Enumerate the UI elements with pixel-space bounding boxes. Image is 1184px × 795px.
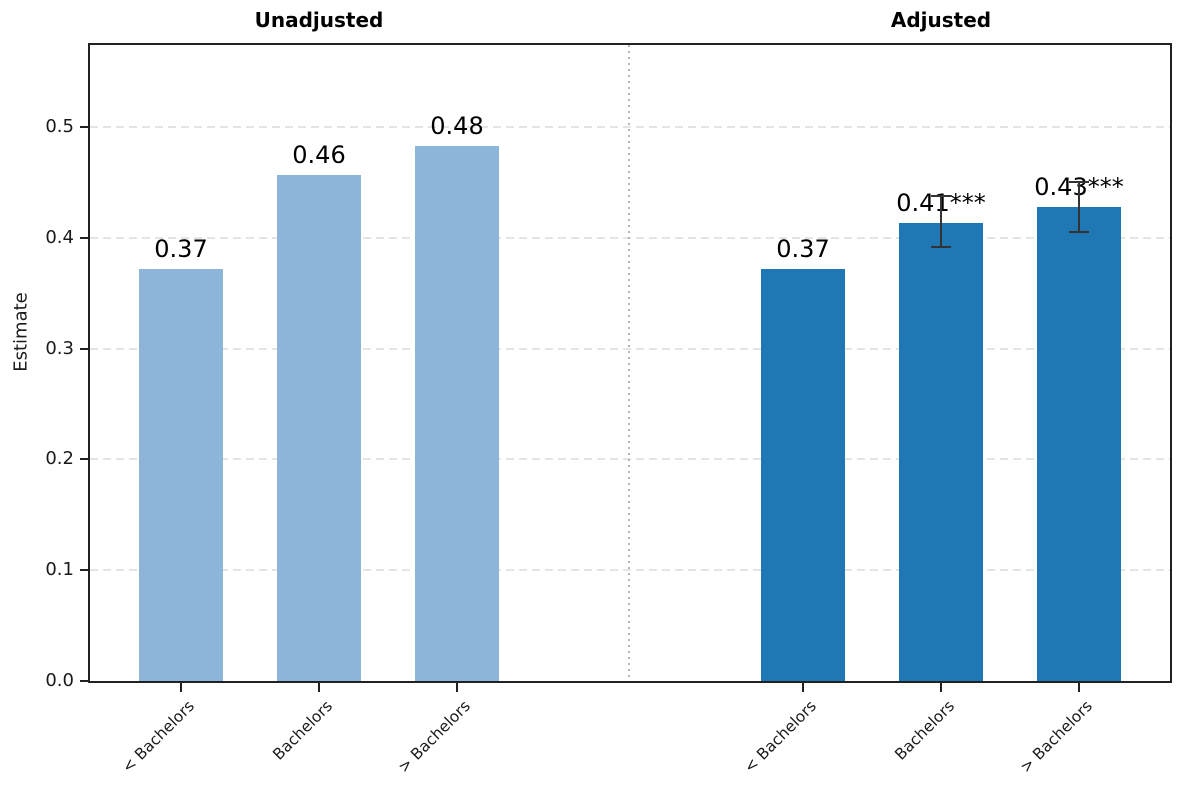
bar-value-label: 0.37 [154,234,208,263]
axes-frame [88,43,1172,683]
x-tick-label: > Bachelors [394,697,474,777]
gridline [90,125,1170,128]
x-tick-mark [802,683,804,692]
bar [761,268,845,681]
y-tick-mark [80,680,90,682]
x-tick-mark [940,683,942,692]
y-tick-mark [80,236,90,239]
x-tick-mark [180,683,182,692]
bar [277,174,361,681]
y-tick-label: 0.1 [45,559,74,581]
bar [139,268,223,681]
bar [1037,206,1121,681]
error-bar-cap-bottom [1069,231,1089,234]
bar-value-label: 0.48 [430,111,484,140]
x-tick-mark [456,683,458,692]
y-tick-mark [80,347,90,350]
x-tick-label: < Bachelors [740,697,820,777]
x-tick-label: > Bachelors [1016,697,1096,777]
y-axis-label: Estimate [10,292,32,372]
x-tick-mark [318,683,320,692]
bar-value-label: 0.46 [292,140,346,169]
y-tick-label: 0.0 [45,670,74,691]
error-bar [940,195,942,247]
panel-title: Unadjusted [254,8,384,32]
gridline [90,458,1170,461]
gridline [90,347,1170,350]
error-bar-cap-top [931,194,951,197]
y-tick-mark [80,458,90,461]
error-bar-cap-bottom [931,245,951,248]
error-bar-cap-top [1069,181,1089,184]
y-tick-label: 0.5 [45,115,74,137]
x-tick-mark [1078,683,1080,692]
bar-value-label: 0.37 [776,234,830,263]
y-tick-mark [80,125,90,128]
y-tick-label: 0.2 [45,448,74,470]
y-tick-mark [80,569,90,572]
x-tick-label: < Bachelors [118,697,198,777]
bar [899,223,983,681]
x-tick-label: Bachelors [891,697,958,764]
x-tick-label: Bachelors [269,697,336,764]
panel-divider [628,45,630,681]
panel-title: Adjusted [890,8,992,32]
y-tick-label: 0.3 [45,337,74,359]
bar [415,145,499,681]
gridline [90,236,1170,239]
error-bar [1078,182,1080,233]
gridline [90,569,1170,572]
y-tick-label: 0.4 [45,226,74,248]
